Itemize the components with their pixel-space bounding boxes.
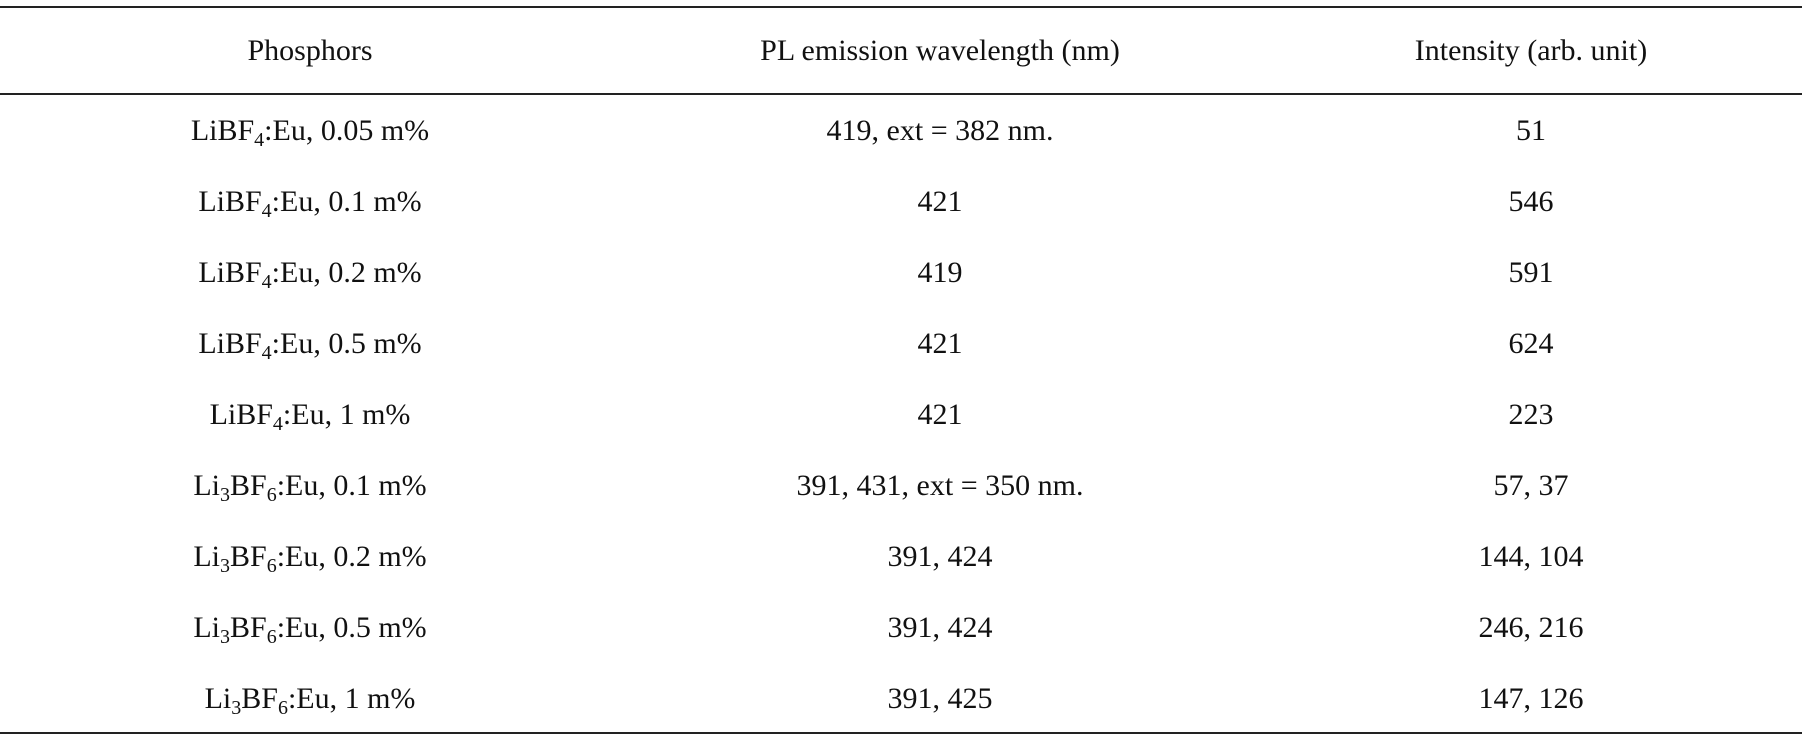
wavelength-cell: 421 — [917, 397, 963, 431]
wavelength-cell: 391, 431, ext = 350 nm. — [796, 468, 1084, 502]
intensity-cell: 144, 104 — [1478, 539, 1584, 573]
formula-subscript: 4 — [254, 128, 265, 151]
phosphor-cell: LiBF4:Eu, 1 m% — [0, 379, 620, 450]
formula-subscript: 3 — [231, 696, 242, 719]
table-row: Li3BF6:Eu, 0.1 m% 391, 431, ext = 350 nm.… — [0, 450, 1802, 521]
formula-mid: BF — [229, 610, 267, 644]
formula-rest: :Eu, 0.5 m% — [271, 326, 422, 360]
phosphor-cell: Li3BF6:Eu, 0.1 m% — [0, 450, 620, 521]
formula-rest: :Eu, 0.2 m% — [271, 255, 422, 289]
phosphor-formula: LiBF4:Eu, 1 m% — [209, 397, 411, 435]
phosphor-cell: Li3BF6:Eu, 1 m% — [0, 663, 620, 734]
phosphor-formula: Li3BF6:Eu, 0.1 m% — [193, 468, 427, 506]
phosphor-formula: LiBF4:Eu, 0.2 m% — [198, 255, 422, 293]
phosphor-formula: Li3BF6:Eu, 0.2 m% — [193, 539, 427, 577]
phosphor-formula: LiBF4:Eu, 0.05 m% — [190, 113, 430, 151]
formula-subscript: 6 — [266, 625, 277, 648]
table-header: Phosphors PL emission wavelength (nm) In… — [0, 6, 1802, 95]
phosphor-cell: LiBF4:Eu, 0.1 m% — [0, 166, 620, 237]
formula-subscript: 6 — [266, 483, 277, 506]
wavelength-cell: 391, 424 — [887, 539, 993, 573]
table-row: Li3BF6:Eu, 1 m% 391, 425 147, 126 — [0, 663, 1802, 734]
table-row: Li3BF6:Eu, 0.2 m% 391, 424 144, 104 — [0, 521, 1802, 592]
table-row: Li3BF6:Eu, 0.5 m% 391, 424 246, 216 — [0, 592, 1802, 663]
intensity-cell: 591 — [1508, 255, 1554, 289]
formula-base: LiBF — [198, 184, 262, 218]
wavelength-cell: 421 — [917, 184, 963, 218]
formula-base: Li — [193, 468, 220, 502]
formula-rest: :Eu, 0.1 m% — [276, 468, 427, 502]
phosphor-cell: LiBF4:Eu, 0.05 m% — [0, 95, 620, 166]
header-phosphors: Phosphors — [247, 33, 373, 67]
formula-mid: BF — [229, 539, 267, 573]
intensity-cell: 57, 37 — [1493, 468, 1569, 502]
phosphor-table: Phosphors PL emission wavelength (nm) In… — [0, 6, 1802, 734]
formula-base: Li — [204, 681, 232, 715]
formula-rest: :Eu, 0.5 m% — [276, 610, 427, 644]
formula-base: Li — [193, 539, 220, 573]
phosphor-formula: LiBF4:Eu, 0.5 m% — [198, 326, 422, 364]
wavelength-cell: 419 — [917, 255, 963, 289]
formula-base: LiBF — [209, 397, 273, 431]
header-pl-emission-wavelength: PL emission wavelength (nm) — [760, 33, 1120, 67]
intensity-cell: 624 — [1508, 326, 1554, 360]
phosphor-cell: LiBF4:Eu, 0.5 m% — [0, 308, 620, 379]
header-row: Phosphors PL emission wavelength (nm) In… — [0, 6, 1802, 95]
header-rule — [0, 93, 1802, 95]
intensity-cell: 223 — [1508, 397, 1554, 431]
table-row: LiBF4:Eu, 0.05 m% 419, ext = 382 nm. 51 — [0, 95, 1802, 166]
phosphor-formula: LiBF4:Eu, 0.1 m% — [198, 184, 422, 222]
intensity-cell: 51 — [1516, 113, 1546, 147]
formula-rest: :Eu, 1 m% — [282, 397, 411, 431]
formula-mid: BF — [241, 681, 278, 715]
phosphor-formula: Li3BF6:Eu, 1 m% — [204, 681, 416, 719]
formula-subscript: 4 — [261, 270, 272, 293]
formula-rest: :Eu, 0.2 m% — [276, 539, 427, 573]
table-row: LiBF4:Eu, 0.1 m% 421 546 — [0, 166, 1802, 237]
table-row: LiBF4:Eu, 1 m% 421 223 — [0, 379, 1802, 450]
wavelength-cell: 391, 425 — [887, 681, 993, 715]
formula-subscript: 3 — [219, 483, 230, 506]
phosphor-cell: Li3BF6:Eu, 0.5 m% — [0, 592, 620, 663]
intensity-cell: 147, 126 — [1478, 681, 1584, 715]
formula-mid: BF — [229, 468, 267, 502]
formula-rest: :Eu, 1 m% — [287, 681, 416, 715]
phosphor-formula: Li3BF6:Eu, 0.5 m% — [193, 610, 427, 648]
formula-base: LiBF — [198, 326, 262, 360]
formula-base: LiBF — [198, 255, 262, 289]
phosphor-cell: Li3BF6:Eu, 0.2 m% — [0, 521, 620, 592]
intensity-cell: 246, 216 — [1478, 610, 1584, 644]
table-row: LiBF4:Eu, 0.5 m% 421 624 — [0, 308, 1802, 379]
formula-subscript: 3 — [219, 625, 230, 648]
formula-base: LiBF — [190, 113, 255, 147]
formula-subscript: 6 — [266, 554, 277, 577]
table-body: LiBF4:Eu, 0.05 m% 419, ext = 382 nm. 51 LiB… — [0, 95, 1802, 734]
formula-subscript: 6 — [277, 696, 288, 719]
bottom-rule — [0, 732, 1802, 734]
top-rule — [0, 6, 1802, 8]
formula-subscript: 4 — [272, 412, 283, 435]
formula-subscript: 3 — [219, 554, 230, 577]
wavelength-cell: 391, 424 — [887, 610, 993, 644]
intensity-cell: 546 — [1508, 184, 1554, 218]
formula-subscript: 4 — [261, 341, 272, 364]
header-intensity: Intensity (arb. unit) — [1414, 33, 1648, 67]
wavelength-cell: 421 — [917, 326, 963, 360]
wavelength-cell: 419, ext = 382 nm. — [826, 113, 1054, 147]
formula-rest: :Eu, 0.1 m% — [271, 184, 422, 218]
formula-rest: :Eu, 0.05 m% — [264, 113, 430, 147]
formula-base: Li — [193, 610, 220, 644]
phosphor-cell: LiBF4:Eu, 0.2 m% — [0, 237, 620, 308]
formula-subscript: 4 — [261, 199, 272, 222]
table-row: LiBF4:Eu, 0.2 m% 419 591 — [0, 237, 1802, 308]
